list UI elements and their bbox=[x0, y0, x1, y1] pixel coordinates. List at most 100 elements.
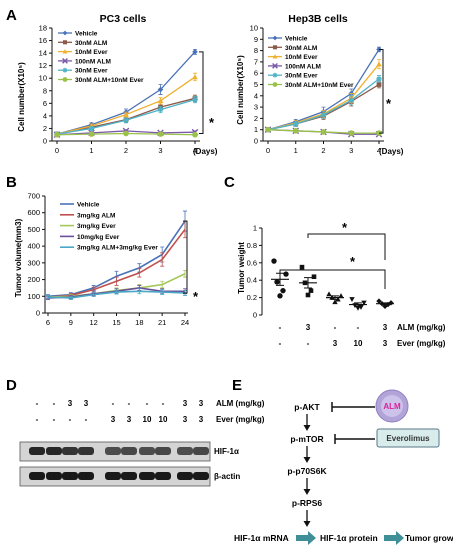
tumor-volume-error-bar bbox=[137, 268, 142, 278]
blot-band bbox=[62, 447, 78, 455]
hep3b-ytick-label: 2 bbox=[254, 114, 258, 123]
tumor-volume-legend-label: 3mg/kg ALM bbox=[77, 212, 115, 219]
hep3b-legend-label: 100nM ALM bbox=[285, 63, 321, 70]
pc3-point bbox=[123, 130, 129, 137]
pc3-ytick-label: 4 bbox=[43, 111, 47, 120]
everolimus-node-label: Everolimus bbox=[386, 434, 430, 443]
hep3b-point bbox=[348, 97, 355, 104]
blot-condition-value: 3 bbox=[84, 399, 89, 408]
hep3b-xlabel: (Days) bbox=[379, 147, 404, 156]
weight-ytick-label: 0 bbox=[253, 311, 257, 320]
tumor-volume-ytick-label: 400 bbox=[27, 242, 40, 251]
hep3b-significance-bracket bbox=[379, 48, 384, 134]
weight-ylabel: Tumor weight bbox=[237, 242, 246, 294]
blot-condition-value: 3 bbox=[183, 399, 188, 408]
hep3b-point bbox=[265, 126, 271, 133]
pc3-legend-label: 30nM Ever bbox=[75, 68, 108, 75]
pc3-significance: * bbox=[209, 115, 215, 130]
weight-point bbox=[305, 292, 311, 298]
weight-ever-row-label: Ever (mg/kg) bbox=[397, 339, 446, 348]
hep3b-ytick-label: 9 bbox=[254, 35, 258, 44]
node-p-akt: p-AKT bbox=[294, 402, 320, 412]
tumor-volume-error-bar bbox=[160, 280, 165, 289]
blot-band bbox=[46, 472, 62, 480]
pc3-legend-marker bbox=[62, 58, 68, 64]
blot-condition-value: - bbox=[162, 399, 165, 408]
blot-band-label: β-actin bbox=[214, 472, 240, 481]
weight-point bbox=[349, 297, 355, 303]
weight-point bbox=[271, 258, 277, 264]
hep3b-legend-marker bbox=[272, 72, 278, 78]
hep3b-point bbox=[376, 76, 382, 82]
arrow-mrna-protein bbox=[296, 531, 316, 545]
weight-ever-value: 3 bbox=[383, 339, 388, 348]
hep3b-ytick-label: 10 bbox=[250, 24, 258, 33]
pc3-xtick-label: 1 bbox=[89, 146, 93, 155]
hep3b-xtick-label: 4 bbox=[377, 146, 381, 155]
alm-node-highlight bbox=[381, 395, 403, 417]
blot-condition-value: - bbox=[128, 399, 131, 408]
hep3b-title: Hep3B cells bbox=[288, 13, 348, 25]
weight-point bbox=[338, 293, 344, 299]
weight-significance-1: * bbox=[342, 220, 348, 235]
tumor-volume-error-bar bbox=[183, 269, 187, 278]
pc3-legend-label: 30nM ALM bbox=[75, 40, 107, 47]
pc3-title: PC3 cells bbox=[100, 13, 147, 25]
tumor-volume-error-bar bbox=[68, 295, 73, 301]
weight-bracket-1 bbox=[307, 233, 386, 260]
tumor-volume-error-bar bbox=[160, 252, 165, 267]
tumor-volume-xtick-label: 12 bbox=[89, 318, 97, 327]
pc3-point bbox=[192, 131, 198, 138]
panel-letter-e: E bbox=[232, 377, 242, 394]
blot-band bbox=[139, 447, 155, 455]
weight-point bbox=[311, 274, 317, 280]
pc3-xtick-label: 4 bbox=[193, 146, 197, 155]
pc3-xtick-label: 0 bbox=[55, 146, 59, 155]
weight-alm-value: - bbox=[334, 323, 337, 332]
pc3-legend-label: 30nM ALM+10nM Ever bbox=[75, 77, 144, 84]
alm-inhibition bbox=[331, 402, 375, 412]
blot-row-label: Ever (mg/kg) bbox=[216, 415, 265, 424]
hep3b-xtick-label: 2 bbox=[321, 146, 325, 155]
hep3b-chart: Hep3B cells Cell number(X10⁵) (Days) * 0… bbox=[236, 13, 404, 156]
pc3-legend-marker bbox=[62, 40, 68, 45]
weight-point bbox=[274, 279, 280, 285]
weight-alm-value: - bbox=[279, 323, 282, 332]
weight-point bbox=[308, 288, 314, 293]
panel-letter-a: A bbox=[6, 7, 17, 24]
pc3-point bbox=[123, 117, 129, 124]
tumor-volume-xtick-label: 24 bbox=[181, 318, 189, 327]
hep3b-point bbox=[376, 82, 382, 87]
hep3b-ytick-label: 6 bbox=[254, 69, 258, 78]
blot-condition-value: - bbox=[36, 399, 39, 408]
volume-ylabel: Tumor volume(mm3) bbox=[14, 218, 23, 297]
hep3b-point bbox=[320, 112, 327, 118]
pc3-ytick-label: 8 bbox=[43, 86, 47, 95]
weight-point bbox=[280, 287, 286, 294]
tumor-volume-legend-label: 3mg/kg ALM+3mg/kg Ever bbox=[77, 245, 158, 252]
weight-ever-value: 3 bbox=[333, 339, 338, 348]
volume-significance: * bbox=[193, 289, 199, 304]
hep3b-ytick-label: 3 bbox=[254, 103, 258, 112]
tumor-volume-ytick-label: 600 bbox=[27, 208, 40, 217]
hep3b-xtick-label: 0 bbox=[266, 146, 270, 155]
hep3b-point bbox=[292, 121, 299, 127]
hep3b-legend-marker bbox=[272, 35, 278, 41]
hep3b-point bbox=[320, 129, 327, 135]
tumor-volume-xtick-label: 15 bbox=[112, 318, 120, 327]
weight-sem-bar bbox=[381, 302, 389, 306]
hep3b-ytick-label: 0 bbox=[254, 137, 258, 146]
pc3-ytick-label: 0 bbox=[43, 137, 47, 146]
tumor-volume-ytick-label: 100 bbox=[27, 292, 40, 301]
weight-ever-value: - bbox=[307, 339, 310, 348]
blot-band-label: HIF-1α bbox=[214, 447, 239, 456]
blot-condition-value: 10 bbox=[143, 415, 152, 424]
blot-band bbox=[155, 447, 171, 455]
weight-sem-bar bbox=[354, 302, 362, 307]
hep3b-legend-label: 30nM ALM+10nM Ever bbox=[285, 82, 354, 89]
pc3-ytick-label: 6 bbox=[43, 99, 47, 108]
pc3-ytick-label: 10 bbox=[39, 74, 47, 83]
panel-letter-d: D bbox=[6, 377, 17, 394]
pc3-ytick-label: 16 bbox=[39, 36, 47, 45]
arrowhead-akt-mtor bbox=[303, 425, 311, 431]
